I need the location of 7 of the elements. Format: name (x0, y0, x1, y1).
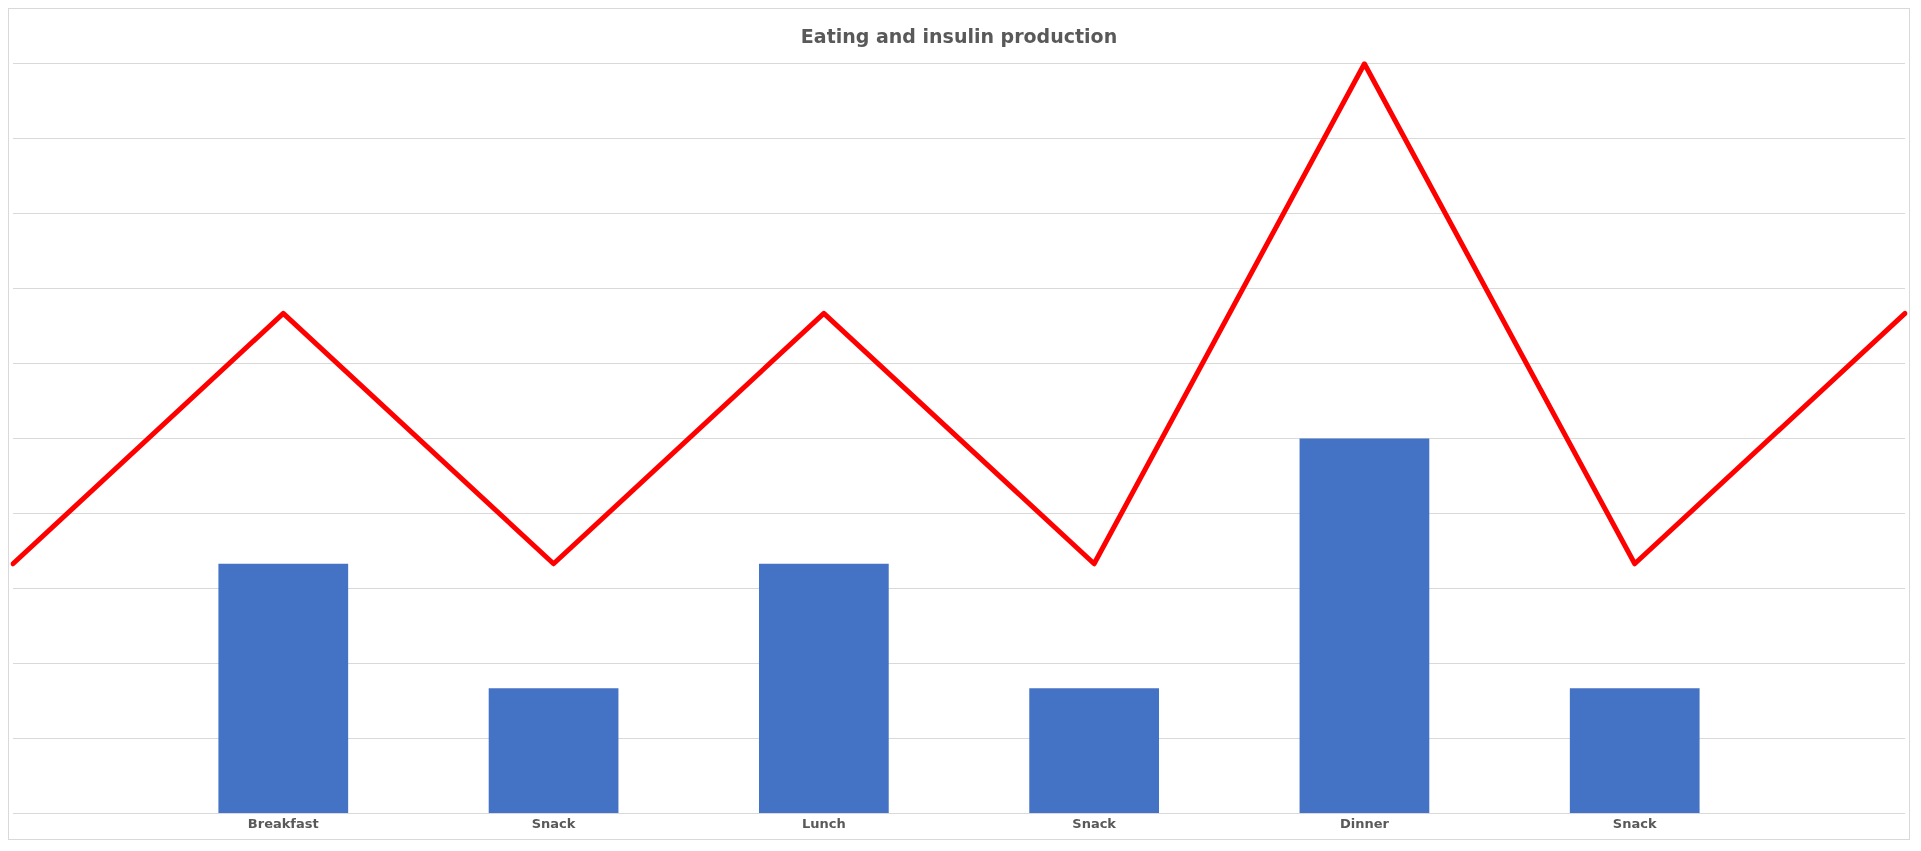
x-tick-label: Snack (1612, 815, 1657, 831)
chart-title: Eating and insulin production (800, 25, 1118, 48)
x-tick-label: Snack (1072, 815, 1117, 831)
x-tick-label: Lunch (801, 815, 846, 831)
x-tick-label: Dinner (1339, 815, 1390, 831)
x-tick-label: Snack (531, 815, 576, 831)
x-tick-label: Breakfast (247, 815, 319, 831)
